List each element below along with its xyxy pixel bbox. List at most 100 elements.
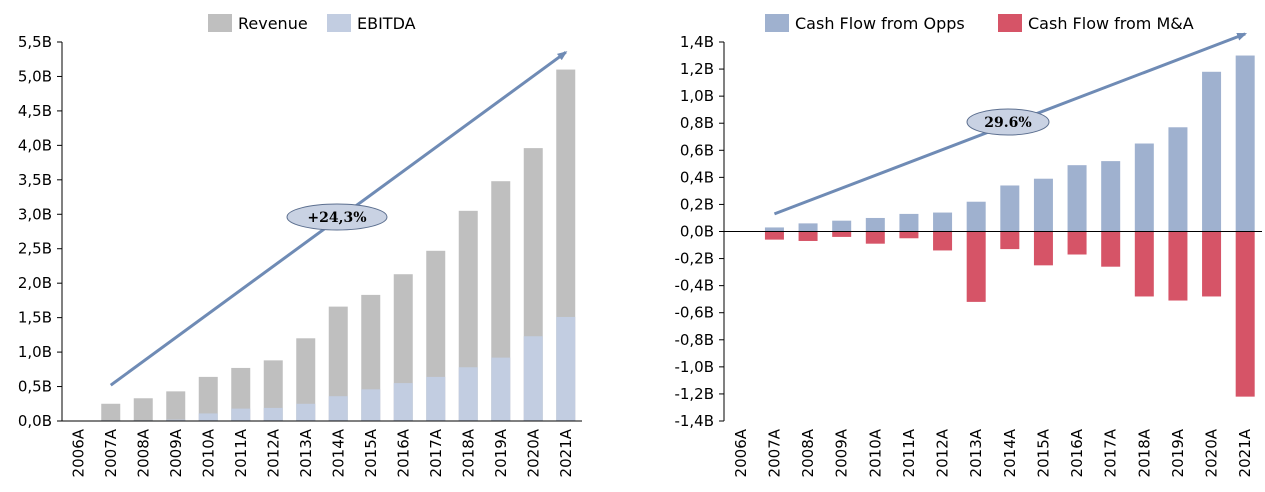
cf-opps-bar [1235, 55, 1255, 232]
ebitda-bar [556, 316, 576, 421]
x-axis-labels: 2006A 2007A 2008A 2009A 2010A 2011A 2012A 2013A… [69, 428, 575, 477]
revenue-bar [296, 338, 316, 421]
x-tick-label: 2011A [232, 428, 250, 477]
cf-ma-bar [1033, 231, 1053, 266]
cf-opps-bar [1000, 185, 1020, 232]
y-tick-label: 1,4B [680, 33, 714, 51]
cf-opps-bar [1202, 71, 1222, 232]
revenue-bar [133, 398, 153, 421]
ebitda-bar [328, 396, 348, 421]
growth-label: +24,3% [307, 210, 366, 226]
x-tick-label: 2017A [427, 428, 445, 477]
cf-ma-bar [764, 231, 784, 240]
growth-callout: +24,3% [286, 203, 388, 231]
ebitda-bar [166, 419, 186, 421]
cf-opps-bar [1067, 165, 1087, 232]
legend-swatch-cf-ma [998, 14, 1022, 32]
x-tick-label: 2013A [967, 428, 985, 477]
growth-label: 29.6% [984, 115, 1031, 131]
x-tick-label: 2018A [459, 428, 477, 477]
y-tick-label: 3,0B [18, 205, 52, 223]
x-tick-label: 2007A [102, 428, 120, 477]
revenue-bar [231, 367, 251, 421]
x-tick-label: 2017A [1102, 428, 1120, 477]
cf-opps-bar [865, 217, 885, 232]
y-tick-label: 0,5B [18, 378, 52, 396]
cf-opps-bar [798, 223, 818, 232]
x-tick-label: 2008A [134, 428, 152, 477]
x-tick-label: 2012A [264, 428, 282, 477]
x-tick-label: 2014A [329, 428, 347, 477]
x-axis-labels: 2006A 2007A 2008A 2009A 2010A 2011A 2012A 2013A… [732, 428, 1254, 477]
cf-opps-bar [899, 213, 919, 232]
y-tick-label: 2,0B [18, 274, 52, 292]
cf-ma-bar [798, 231, 818, 241]
y-tick-label: -1,2B [674, 385, 714, 403]
cf-opps-bar [832, 220, 852, 232]
x-tick-label: 2015A [1034, 428, 1052, 477]
revenue-ebitda-chart: Revenue EBITDA 0,0B 0,5B 1,0B 1,5B 2,0B 2,5B 3… [18, 14, 582, 477]
y-tick-label: 2,5B [18, 240, 52, 258]
revenue-bar [263, 360, 283, 421]
y-axis-ticks: 0,0B 0,5B 1,0B 1,5B 2,0B 2,5B 3,0B 3,5B 4,0B 4,5B… [18, 33, 62, 430]
x-tick-label: 2019A [492, 428, 510, 477]
x-tick-label: 2009A [167, 428, 185, 477]
x-tick-label: 2013A [297, 428, 315, 477]
cf-ma-bar [1235, 231, 1255, 397]
legend-label-ebitda: EBITDA [357, 14, 416, 33]
y-tick-label: -1,0B [674, 358, 714, 376]
cf-opps-bar [966, 201, 986, 232]
bars [101, 69, 576, 422]
x-tick-label: 2011A [900, 428, 918, 477]
bars [764, 55, 1255, 397]
x-tick-label: 2020A [524, 428, 542, 477]
ebitda-bar [393, 383, 413, 421]
legend-swatch-ebitda [327, 14, 351, 32]
y-tick-label: 0,2B [680, 195, 714, 213]
cf-opps-bar [1101, 161, 1121, 232]
cf-opps-bar [933, 212, 953, 232]
ebitda-bar [426, 376, 446, 421]
x-tick-label: 2008A [799, 428, 817, 477]
x-tick-label: 2012A [934, 428, 952, 477]
y-tick-label: 1,0B [680, 87, 714, 105]
legend: Cash Flow from Opps Cash Flow from M&A [765, 14, 1194, 33]
revenue-bar [198, 376, 218, 421]
ebitda-bar [263, 407, 283, 421]
y-tick-label: 4,0B [18, 136, 52, 154]
cf-ma-bar [1067, 231, 1087, 255]
ebitda-bar [523, 336, 543, 421]
x-tick-label: 2006A [732, 428, 750, 477]
cf-opps-bar [1134, 143, 1154, 232]
y-tick-label: 1,5B [18, 309, 52, 327]
callout-ellipse [966, 108, 1050, 136]
y-tick-label: 0,0B [680, 223, 714, 241]
y-tick-label: 3,5B [18, 171, 52, 189]
y-tick-label: -0,4B [674, 277, 714, 295]
y-tick-label: -0,6B [674, 304, 714, 322]
x-tick-label: 2009A [833, 428, 851, 477]
legend-label-cf-ma: Cash Flow from M&A [1028, 14, 1194, 33]
cf-opps-bar [1033, 178, 1053, 232]
x-tick-label: 2014A [1001, 428, 1019, 477]
ebitda-bar [361, 389, 381, 421]
legend-label-revenue: Revenue [238, 14, 308, 33]
cf-ma-bar [832, 231, 852, 237]
ebitda-bar [198, 413, 218, 421]
y-tick-label: 0,6B [680, 141, 714, 159]
cash-flow-chart: Cash Flow from Opps Cash Flow from M&A -… [674, 14, 1262, 477]
cf-opps-bar [764, 227, 784, 232]
callout-ellipse [286, 203, 388, 231]
legend-swatch-cf-opps [765, 14, 789, 32]
y-tick-label: 5,5B [18, 33, 52, 51]
growth-callout: 29.6% [966, 108, 1050, 136]
legend-label-cf-opps: Cash Flow from Opps [795, 14, 965, 33]
cf-ma-bar [933, 231, 953, 251]
x-tick-label: 2018A [1135, 428, 1153, 477]
y-tick-label: -0,8B [674, 331, 714, 349]
ebitda-bar [296, 403, 316, 421]
y-tick-label: 0,0B [18, 412, 52, 430]
y-tick-label: 0,8B [680, 114, 714, 132]
cf-ma-bar [966, 231, 986, 302]
cf-ma-bar [1202, 231, 1222, 297]
